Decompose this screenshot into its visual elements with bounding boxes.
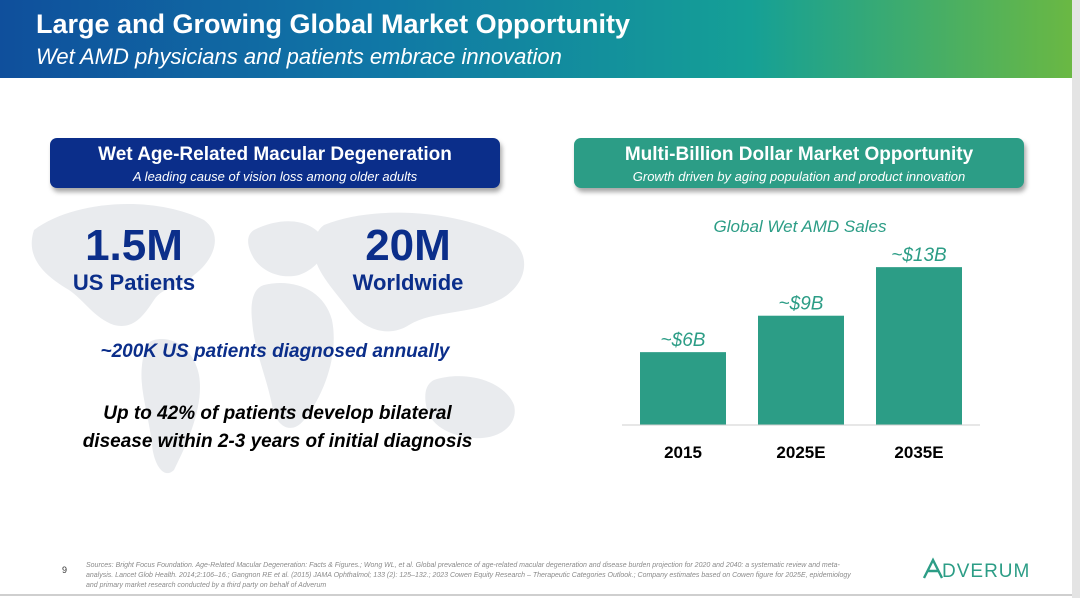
- stat-worldwide: 20M Worldwide: [318, 222, 498, 296]
- sources-footnote: Sources: Bright Focus Foundation. Age-Re…: [86, 562, 851, 589]
- stat-worldwide-value: 20M: [365, 221, 451, 270]
- bar-2025e: [758, 315, 844, 425]
- window-scrollbar[interactable]: [1072, 0, 1080, 598]
- data-label-2035e: ~$13B: [891, 245, 947, 266]
- data-label-2015: ~$6B: [661, 330, 706, 351]
- title-banner: Large and Growing Global Market Opportun…: [0, 0, 1072, 78]
- stat-worldwide-label: Worldwide: [352, 270, 464, 295]
- chart-title: Global Wet AMD Sales: [714, 217, 887, 236]
- stat-us-label: US Patients: [72, 270, 196, 295]
- bar-2015: [640, 352, 726, 425]
- amd-header-title: Wet Age-Related Macular Degeneration: [98, 144, 452, 165]
- tick-label-2025e: 2025E: [776, 443, 825, 462]
- bilateral-line-2: disease within 2-3 years of initial diag…: [82, 431, 473, 452]
- logo-chevron-icon: [922, 557, 944, 579]
- amd-header-subtitle: A leading cause of vision loss among old…: [132, 169, 418, 184]
- bilateral-line-1: Up to 42% of patients develop bilateral: [103, 403, 452, 424]
- page-number: 9: [62, 565, 68, 575]
- data-label-2025e: ~$9B: [779, 294, 824, 315]
- bar-2035e: [876, 267, 962, 425]
- bilateral-disease-text: Up to 42% of patients develop bilateral …: [40, 400, 515, 456]
- stat-us-value: 1.5M: [85, 221, 183, 270]
- logo-text: DVERUM: [942, 561, 1030, 582]
- world-map-watermark: [31, 203, 525, 474]
- market-header-subtitle: Growth driven by aging population and pr…: [632, 169, 966, 184]
- sales-bar-chart: Global Wet AMD Sales ~$6B 2015 ~$9B 2025E ~$…: [622, 217, 980, 462]
- stat-us-patients: 1.5M US Patients: [54, 222, 214, 296]
- market-header-box: Multi-Billion Dollar Market Opportunity …: [574, 138, 1024, 188]
- diagnosed-annually-text: ~200K US patients diagnosed annually: [100, 341, 450, 362]
- adverum-logo: DVERUM: [922, 557, 1030, 582]
- slide-subtitle: Wet AMD physicians and patients embrace …: [36, 44, 562, 69]
- tick-label-2015: 2015: [664, 443, 702, 462]
- tick-label-2035e: 2035E: [894, 443, 943, 462]
- market-header-title: Multi-Billion Dollar Market Opportunity: [624, 144, 974, 165]
- slide-title: Large and Growing Global Market Opportun…: [36, 9, 631, 39]
- amd-header-box: Wet Age-Related Macular Degeneration A l…: [50, 138, 500, 188]
